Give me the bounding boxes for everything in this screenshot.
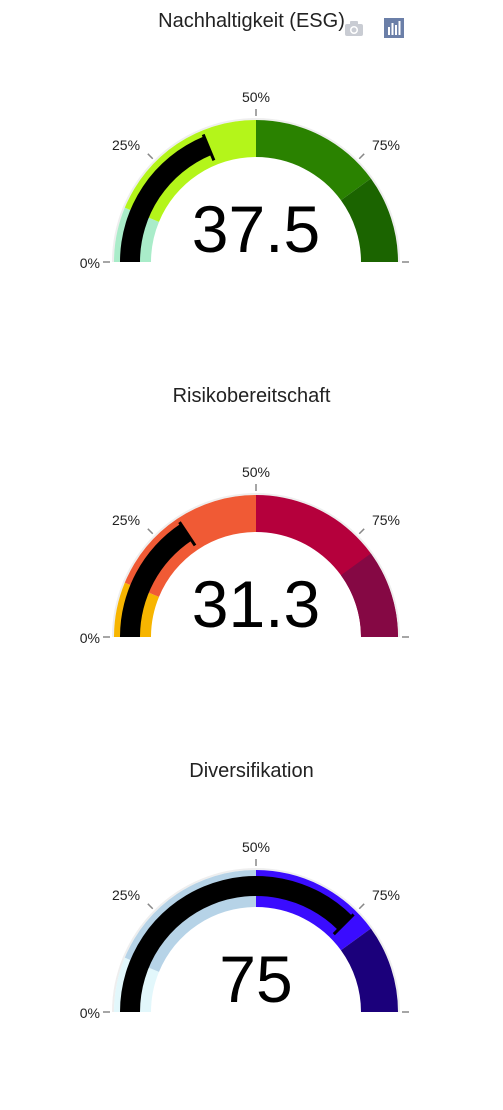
modebar (340, 16, 410, 42)
gauge-tick-label: 25% (112, 887, 140, 903)
gauge-value-label: 75 (219, 942, 292, 1016)
gauge-tick (147, 153, 154, 160)
gauge-tick-label: 0% (80, 255, 100, 271)
gauge-tick-label: 50% (242, 839, 270, 855)
gauge-tick-label: 50% (242, 89, 270, 105)
gauge-tick (358, 153, 365, 160)
gauge-band-3 (340, 928, 398, 1012)
gauge-tick-label: 25% (112, 137, 140, 153)
gauge-nachhaltigkeit: Nachhaltigkeit (ESG) 0% 25% 50% 75% 37.5 (0, 0, 503, 360)
gauge-chart: 0% 25% 50% 75% 75 (80, 839, 409, 1021)
gauge-band-3 (340, 553, 398, 637)
gauge-tick (147, 528, 154, 535)
bar-chart-icon[interactable] (382, 16, 406, 40)
gauge-threshold-marker (332, 913, 355, 936)
gauge-tick-label: 0% (80, 1005, 100, 1021)
gauge-tick-label: 25% (112, 512, 140, 528)
gauge-tick-label: 75% (372, 137, 400, 153)
gauge-threshold-marker (201, 133, 216, 161)
gauge-tick-label: 50% (242, 464, 270, 480)
gauge-risikobereitschaft: Risikobereitschaft 0% 25% 50% 75% 31.3 (0, 375, 503, 735)
gauge-tick-label: 75% (372, 887, 400, 903)
gauge-threshold-marker (178, 521, 197, 547)
gauge-tick (358, 528, 365, 535)
gauge-value-bar (120, 523, 192, 637)
gauge-title: Diversifikation (189, 760, 314, 782)
gauge-band-3 (340, 178, 398, 262)
gauge-title: Nachhaltigkeit (ESG) (158, 10, 345, 32)
camera-icon[interactable] (342, 16, 366, 40)
gauge-tick (358, 903, 365, 910)
gauge-tick-label: 0% (80, 630, 100, 646)
gauge-value-bar (120, 876, 353, 1012)
gauge-value-label: 37.5 (192, 192, 320, 266)
gauge-title: Risikobereitschaft (172, 385, 331, 407)
gauge-value-bar (120, 136, 212, 262)
gauge-tick-label: 75% (372, 512, 400, 528)
gauge-chart: 0% 25% 50% 75% 31.3 (80, 464, 409, 646)
gauge-band-2 (256, 120, 371, 201)
gauge-diversifikation: Diversifikation 0% 25% 50% 75% 75 (0, 750, 503, 1110)
gauge-chart: 0% 25% 50% 75% 37.5 (80, 89, 409, 271)
gauge-value-label: 31.3 (192, 567, 320, 641)
gauge-tick (147, 903, 154, 910)
